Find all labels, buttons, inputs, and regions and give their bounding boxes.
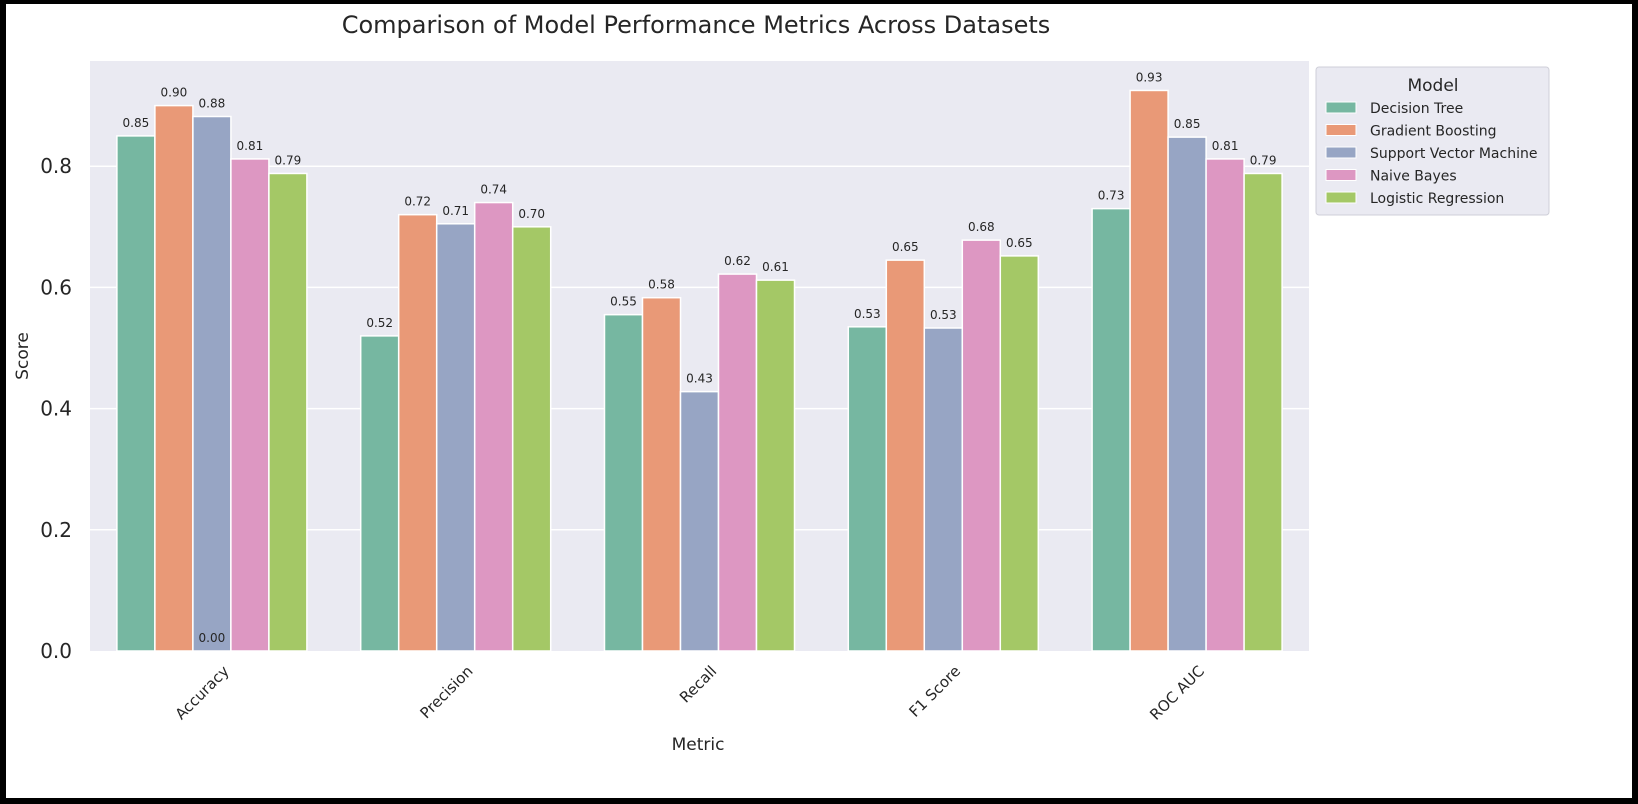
- legend-box: [1315, 66, 1550, 216]
- bar: [641, 296, 682, 652]
- y-tick-label: 0.8: [40, 154, 72, 178]
- legend-entry: Naive Bayes: [1370, 169, 1457, 185]
- bar: [717, 273, 758, 652]
- legend: Model Decision Tree Gradient Boosting Supp…: [1315, 66, 1550, 216]
- bar-value-label: 0.65: [1006, 236, 1033, 250]
- x-axis-label: Metric: [672, 735, 725, 755]
- bar: [847, 326, 888, 652]
- x-tick-label: Precision: [416, 662, 476, 722]
- legend-entry: Decision Tree: [1370, 101, 1463, 117]
- bar: [755, 279, 796, 652]
- bar: [230, 158, 270, 652]
- annotations: 0.00: [199, 631, 226, 645]
- x-tick-label: F1 Score: [905, 662, 964, 721]
- bar-value-label: 0.81: [237, 139, 264, 153]
- legend-entry: Gradient Boosting: [1370, 124, 1497, 140]
- bar-value-label: 0.85: [1174, 117, 1201, 131]
- x-axis-ticks: Accuracy Precision Recall F1 Score ROC AUC: [172, 662, 1208, 724]
- bar-value-label: 0.43: [686, 372, 713, 386]
- bar: [268, 172, 308, 652]
- legend-swatch: [1325, 191, 1357, 204]
- bar: [511, 226, 552, 652]
- bar-value-label: 0.71: [442, 204, 469, 218]
- bar-value-label: 0.72: [404, 195, 431, 209]
- x-tick-label: Recall: [676, 662, 720, 706]
- x-tick-label: Accuracy: [172, 662, 233, 723]
- bar: [679, 390, 720, 652]
- bar: [397, 213, 438, 652]
- x-tick-label: ROC AUC: [1146, 662, 1208, 724]
- legend-title: Model: [1407, 76, 1458, 96]
- bar: [885, 259, 926, 652]
- legend-entry: Logistic Regression: [1370, 191, 1504, 207]
- bar-value-label: 0.62: [724, 254, 751, 268]
- bars: [116, 89, 1283, 652]
- bar: [923, 327, 964, 652]
- bar: [1129, 89, 1169, 652]
- y-tick-label: 0.4: [40, 397, 72, 421]
- legend-entry: Support Vector Machine: [1370, 146, 1537, 162]
- bar: [1167, 136, 1207, 652]
- bar-value-label: 0.68: [968, 220, 995, 234]
- y-tick-label: 0.0: [40, 639, 72, 663]
- bar-value-label: 0.53: [930, 308, 957, 322]
- figure-canvas: Comparison of Model Performance Metrics …: [6, 4, 1632, 798]
- chart-title: Comparison of Model Performance Metrics …: [342, 11, 1051, 39]
- bar: [192, 115, 232, 652]
- bar-value-label: 0.74: [480, 183, 507, 197]
- y-tick-label: 0.2: [40, 518, 72, 542]
- annotation-label: 0.00: [199, 631, 226, 645]
- bar: [1205, 158, 1245, 652]
- bar-value-label: 0.85: [123, 116, 150, 130]
- bar-value-label: 0.90: [161, 86, 188, 100]
- bar-value-label: 0.88: [199, 97, 226, 111]
- bar: [603, 313, 644, 652]
- bar-value-label: 0.73: [1098, 189, 1125, 203]
- y-axis-ticks: 0.0 0.2 0.4 0.6 0.8: [40, 154, 72, 663]
- bar-value-label: 0.70: [518, 207, 545, 221]
- bar: [999, 255, 1040, 652]
- bar: [154, 104, 194, 652]
- y-tick-label: 0.6: [40, 275, 72, 299]
- bar-value-label: 0.93: [1136, 70, 1163, 84]
- legend-swatch: [1325, 124, 1357, 136]
- bar: [116, 135, 156, 652]
- bar: [473, 201, 514, 652]
- bar: [435, 223, 476, 652]
- bar: [961, 239, 1002, 652]
- bar-value-labels: 0.85 0.52 0.55 0.53 0.73 0.90 0.72 0.58 0.65 0.93…: [123, 70, 1277, 385]
- bar-value-label: 0.79: [1250, 153, 1277, 167]
- legend-swatch: [1325, 101, 1357, 114]
- bar-value-label: 0.65: [892, 240, 919, 254]
- bar-value-label: 0.52: [366, 316, 393, 330]
- bar: [1091, 207, 1131, 652]
- bar-value-label: 0.55: [610, 295, 637, 309]
- bar-value-label: 0.58: [648, 278, 675, 292]
- legend-swatch: [1325, 169, 1357, 181]
- bar: [1243, 172, 1283, 652]
- legend-items: Decision Tree Gradient Boosting Support Ve…: [1325, 101, 1537, 207]
- bar-value-label: 0.53: [854, 307, 881, 321]
- bar: [359, 335, 400, 652]
- bar-value-label: 0.81: [1212, 139, 1239, 153]
- legend-swatch: [1325, 146, 1357, 159]
- bar-chart: Comparison of Model Performance Metrics …: [13, 11, 1550, 755]
- y-axis-label: Score: [13, 332, 33, 380]
- bar-value-label: 0.61: [762, 260, 789, 274]
- bar-value-label: 0.79: [275, 153, 302, 167]
